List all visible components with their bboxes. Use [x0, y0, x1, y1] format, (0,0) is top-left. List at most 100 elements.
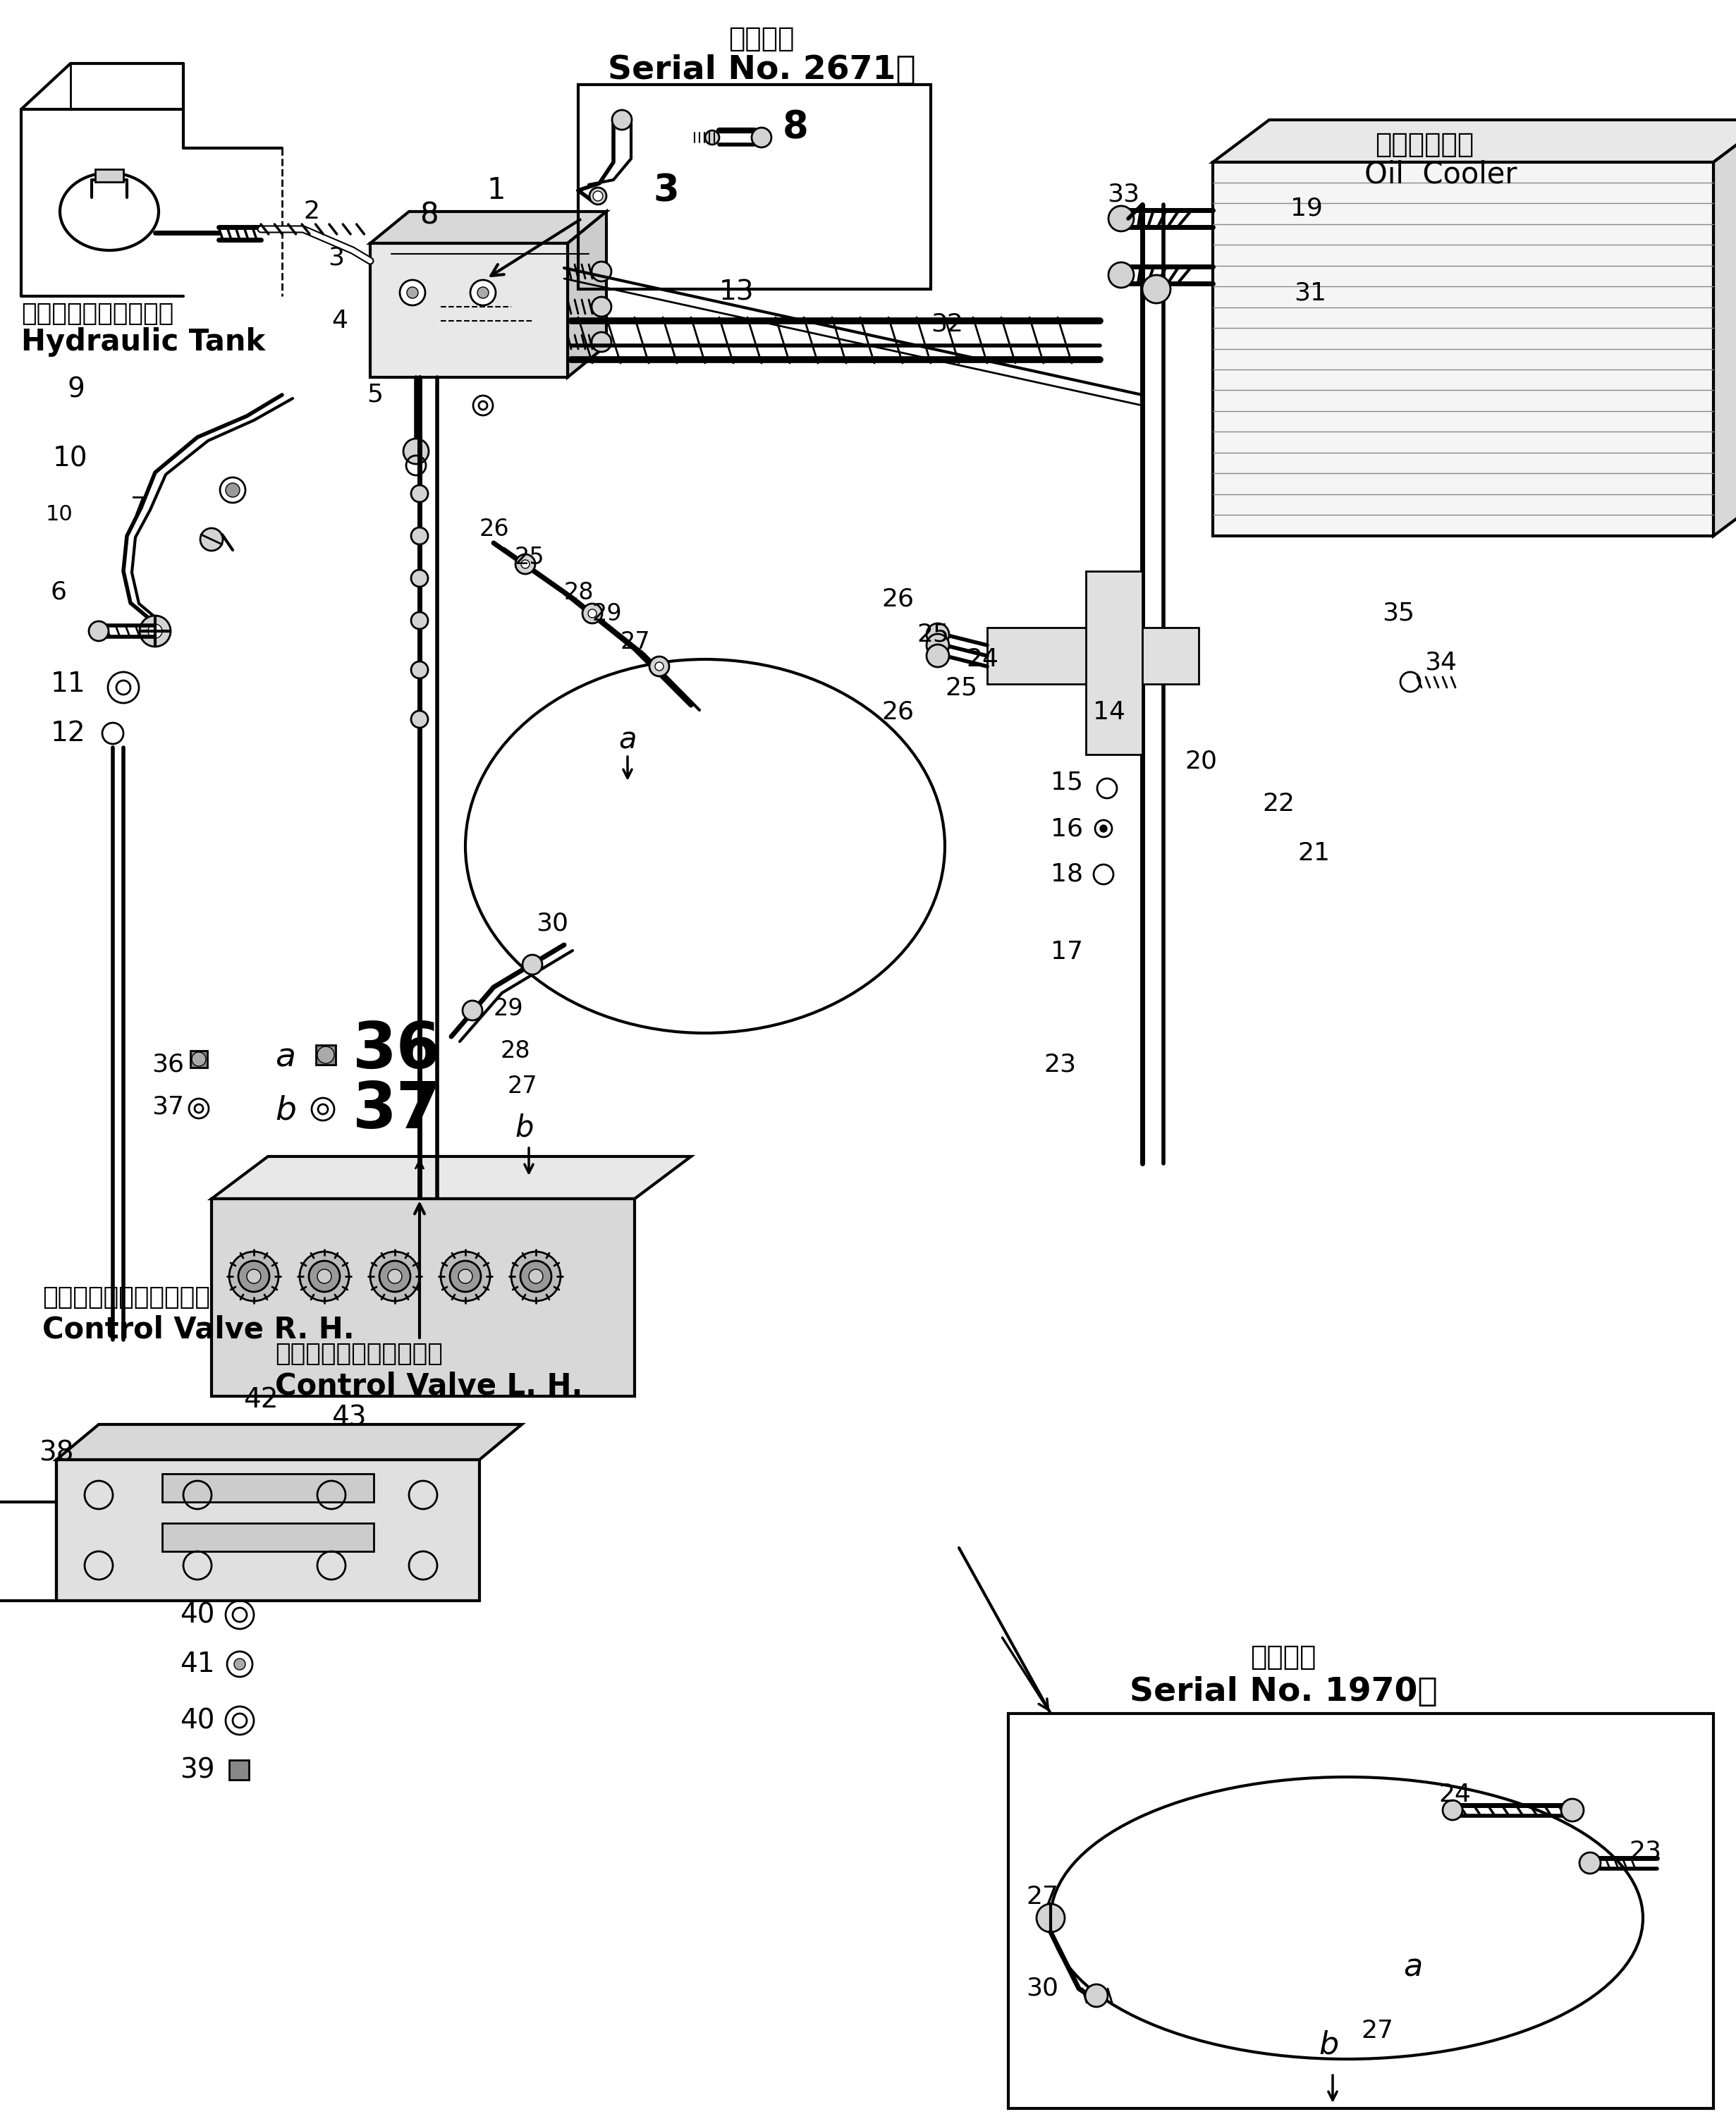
Text: 35: 35 — [1382, 602, 1415, 625]
Text: ハイドロリックタンク: ハイドロリックタンク — [21, 301, 174, 326]
Text: 3: 3 — [328, 246, 344, 269]
Text: 25: 25 — [516, 545, 545, 568]
Text: 27: 27 — [1361, 2019, 1394, 2043]
Circle shape — [927, 623, 950, 646]
Text: 25: 25 — [944, 676, 977, 699]
Bar — [229, 1761, 248, 1780]
Circle shape — [411, 485, 429, 502]
Circle shape — [411, 710, 429, 727]
Polygon shape — [56, 1424, 523, 1460]
Text: 10: 10 — [52, 445, 89, 473]
Circle shape — [411, 661, 429, 678]
Circle shape — [592, 261, 611, 282]
Text: a: a — [618, 725, 637, 754]
Circle shape — [477, 286, 488, 299]
Text: 31: 31 — [1293, 280, 1326, 305]
Circle shape — [148, 625, 161, 638]
Circle shape — [411, 528, 429, 545]
Bar — [95, 170, 123, 182]
Bar — [191, 1051, 207, 1068]
Polygon shape — [1213, 121, 1736, 163]
Circle shape — [510, 1252, 561, 1301]
Text: 17: 17 — [1050, 941, 1083, 964]
Circle shape — [1101, 824, 1108, 833]
Circle shape — [399, 280, 425, 305]
Polygon shape — [56, 1460, 479, 1600]
Text: 12: 12 — [50, 720, 85, 746]
Text: 27: 27 — [507, 1074, 538, 1098]
Text: 2: 2 — [304, 199, 319, 222]
Circle shape — [523, 956, 542, 975]
Circle shape — [370, 1252, 420, 1301]
Circle shape — [582, 604, 602, 623]
Text: 33: 33 — [1108, 182, 1139, 206]
Circle shape — [752, 127, 771, 148]
Circle shape — [411, 612, 429, 629]
Text: 42: 42 — [243, 1386, 278, 1413]
Text: 37: 37 — [352, 1079, 441, 1142]
Text: Serial No. 1970～: Serial No. 1970～ — [1130, 1676, 1437, 1708]
Circle shape — [1443, 1801, 1462, 1820]
Text: 10: 10 — [45, 504, 73, 526]
Bar — [212, 1199, 635, 1396]
Text: Control Valve R. H.: Control Valve R. H. — [42, 1314, 354, 1343]
Circle shape — [450, 1261, 481, 1293]
Circle shape — [521, 559, 529, 568]
Text: 3: 3 — [653, 172, 679, 210]
Text: 16: 16 — [1050, 816, 1083, 841]
Text: 26: 26 — [882, 587, 913, 612]
Text: 8: 8 — [783, 108, 809, 146]
Bar — [161, 1475, 373, 1502]
Polygon shape — [1713, 121, 1736, 536]
Circle shape — [234, 1659, 245, 1670]
Text: 25: 25 — [917, 623, 950, 646]
Text: 39: 39 — [181, 1757, 215, 1784]
Text: 26: 26 — [882, 699, 913, 725]
Circle shape — [191, 1053, 207, 1066]
Text: 29: 29 — [493, 996, 524, 1019]
Circle shape — [387, 1269, 403, 1284]
Bar — [1009, 1714, 1713, 2108]
Text: 36: 36 — [151, 1053, 184, 1076]
Bar — [578, 85, 930, 288]
Bar — [1087, 572, 1142, 754]
Circle shape — [318, 1269, 332, 1284]
Text: 40: 40 — [181, 1602, 215, 1627]
Circle shape — [226, 483, 240, 498]
Circle shape — [1580, 1852, 1601, 1873]
Circle shape — [1109, 263, 1134, 288]
Circle shape — [89, 621, 109, 640]
Circle shape — [458, 1269, 472, 1284]
Text: 19: 19 — [1290, 197, 1323, 220]
Text: 14: 14 — [1094, 699, 1125, 725]
Text: 9: 9 — [68, 377, 85, 403]
Polygon shape — [568, 212, 606, 377]
Bar — [316, 1045, 335, 1064]
Circle shape — [1036, 1905, 1064, 1933]
Text: 21: 21 — [1297, 841, 1330, 865]
Text: 30: 30 — [536, 911, 568, 937]
Circle shape — [1085, 1983, 1108, 2007]
Text: 4: 4 — [332, 309, 347, 333]
Text: 5: 5 — [366, 384, 384, 407]
Circle shape — [318, 1047, 335, 1064]
Circle shape — [380, 1261, 410, 1293]
Text: 26: 26 — [479, 517, 510, 540]
Text: 37: 37 — [151, 1096, 184, 1119]
Text: 11: 11 — [50, 670, 85, 697]
Text: 24: 24 — [965, 646, 998, 672]
Bar — [370, 244, 568, 377]
Text: a: a — [1403, 1952, 1422, 1983]
Circle shape — [927, 634, 950, 657]
Text: 適用号機: 適用号機 — [1250, 1644, 1316, 1670]
Circle shape — [516, 555, 535, 574]
Text: b: b — [274, 1096, 297, 1127]
Text: オイルクーラ: オイルクーラ — [1375, 131, 1474, 159]
Circle shape — [300, 1252, 349, 1301]
Circle shape — [411, 570, 429, 587]
Text: 22: 22 — [1262, 793, 1295, 816]
Text: 24: 24 — [1439, 1782, 1470, 1808]
Bar — [988, 627, 1198, 684]
Polygon shape — [212, 1157, 691, 1199]
Text: Hydraulic Tank: Hydraulic Tank — [21, 326, 266, 356]
